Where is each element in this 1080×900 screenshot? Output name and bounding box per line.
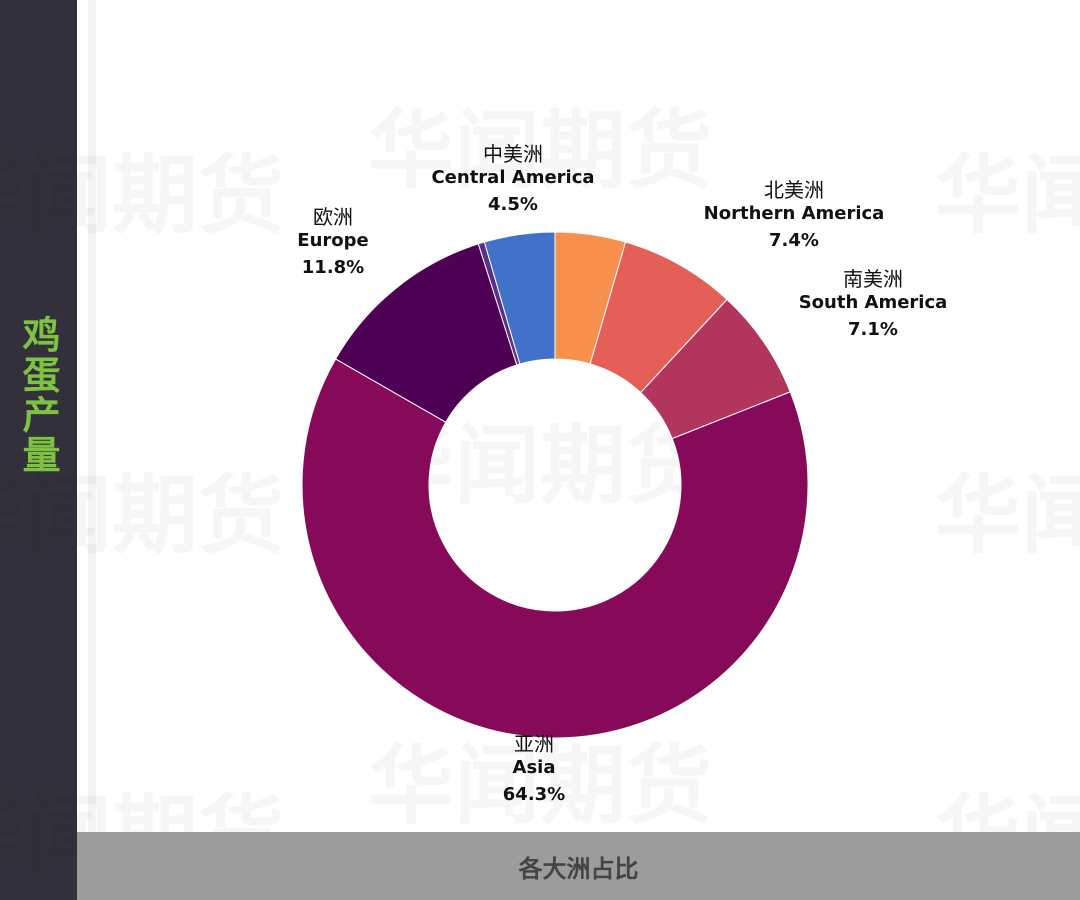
slice-label-cn: 中美洲	[483, 142, 543, 166]
footer-bar: 各大洲占比	[77, 832, 1080, 900]
donut-slice	[483, 231, 556, 365]
slice-label-value: 64.3%	[502, 783, 566, 805]
slice-label-value: 11.8%	[301, 256, 365, 278]
slice-label: 中美洲 Central America 4.5%	[431, 142, 594, 216]
slice-label: 南美洲 South America 7.1%	[799, 267, 948, 341]
slice-label-cn: 欧洲	[312, 205, 353, 229]
donut-slice	[334, 243, 518, 423]
donut-svg	[301, 231, 809, 739]
slice-label: 亚洲 Asia 64.3%	[503, 732, 565, 806]
slice-label-en: Central America	[431, 167, 595, 188]
donut-slice	[301, 358, 809, 739]
slice-label-value: 4.5%	[488, 193, 538, 215]
sidebar-title: 鸡蛋产量	[0, 300, 77, 490]
sidebar-title-text: 鸡蛋产量	[16, 315, 60, 475]
slice-label-value: 7.1%	[848, 318, 898, 340]
slice-label-cn: 北美洲	[764, 178, 824, 202]
slice-label-value: 7.4%	[769, 229, 819, 251]
slice-label-cn: 亚洲	[513, 732, 554, 756]
slice-label-cn: 南美洲	[843, 267, 903, 291]
slice-label-en: Asia	[512, 757, 556, 778]
slice-label-en: South America	[798, 292, 948, 313]
footer-caption: 各大洲占比	[518, 854, 639, 883]
slice-label: 北美洲 Northern America 7.4%	[704, 178, 885, 252]
slice-label: 欧洲 Europe 11.8%	[297, 205, 368, 279]
donut-chart: 中美洲 Central America 4.5% 北美洲 Northern Americ…	[297, 142, 948, 806]
frame-line	[88, 0, 96, 832]
slice-label-en: Northern America	[703, 203, 885, 224]
slice-label-en: Europe	[297, 230, 369, 251]
sidebar: 鸡蛋产量	[0, 0, 77, 900]
